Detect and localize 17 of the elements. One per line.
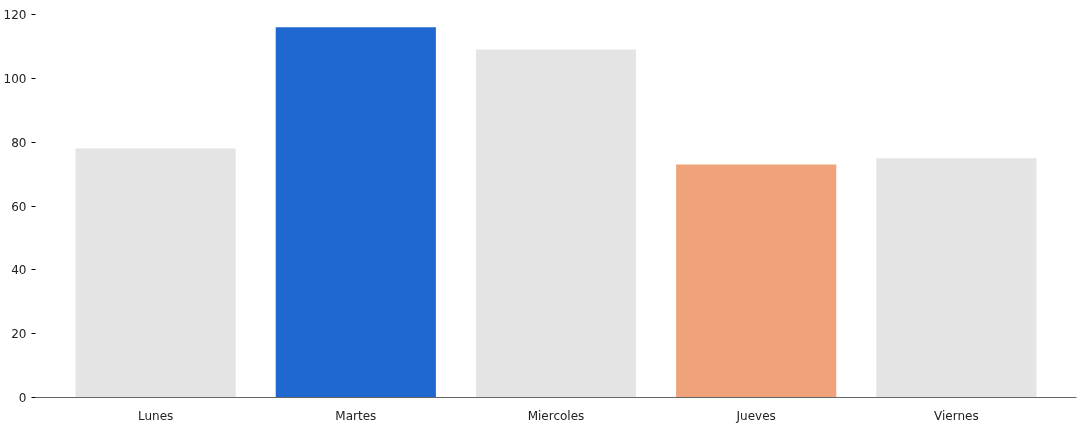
y-tick-label: 40	[11, 263, 27, 278]
bar	[275, 27, 436, 398]
y-tick-label: 0	[18, 391, 27, 405]
x-tick-label: Jueves	[735, 408, 776, 423]
bar	[475, 49, 637, 398]
y-tick-label: 60	[11, 199, 27, 214]
x-tick-label: Viernes	[934, 408, 979, 423]
y-tick-label: 100	[3, 71, 27, 86]
x-tick-label: Lunes	[137, 408, 174, 423]
x-tick-label: Martes	[335, 408, 377, 423]
bar	[876, 158, 1037, 398]
bar	[75, 148, 236, 398]
y-tick-label: 120	[3, 8, 27, 22]
y-tick-label: 80	[11, 135, 27, 150]
x-tick-label: Miercoles	[527, 408, 585, 423]
y-tick-label: 20	[11, 327, 27, 342]
bar	[676, 164, 837, 398]
